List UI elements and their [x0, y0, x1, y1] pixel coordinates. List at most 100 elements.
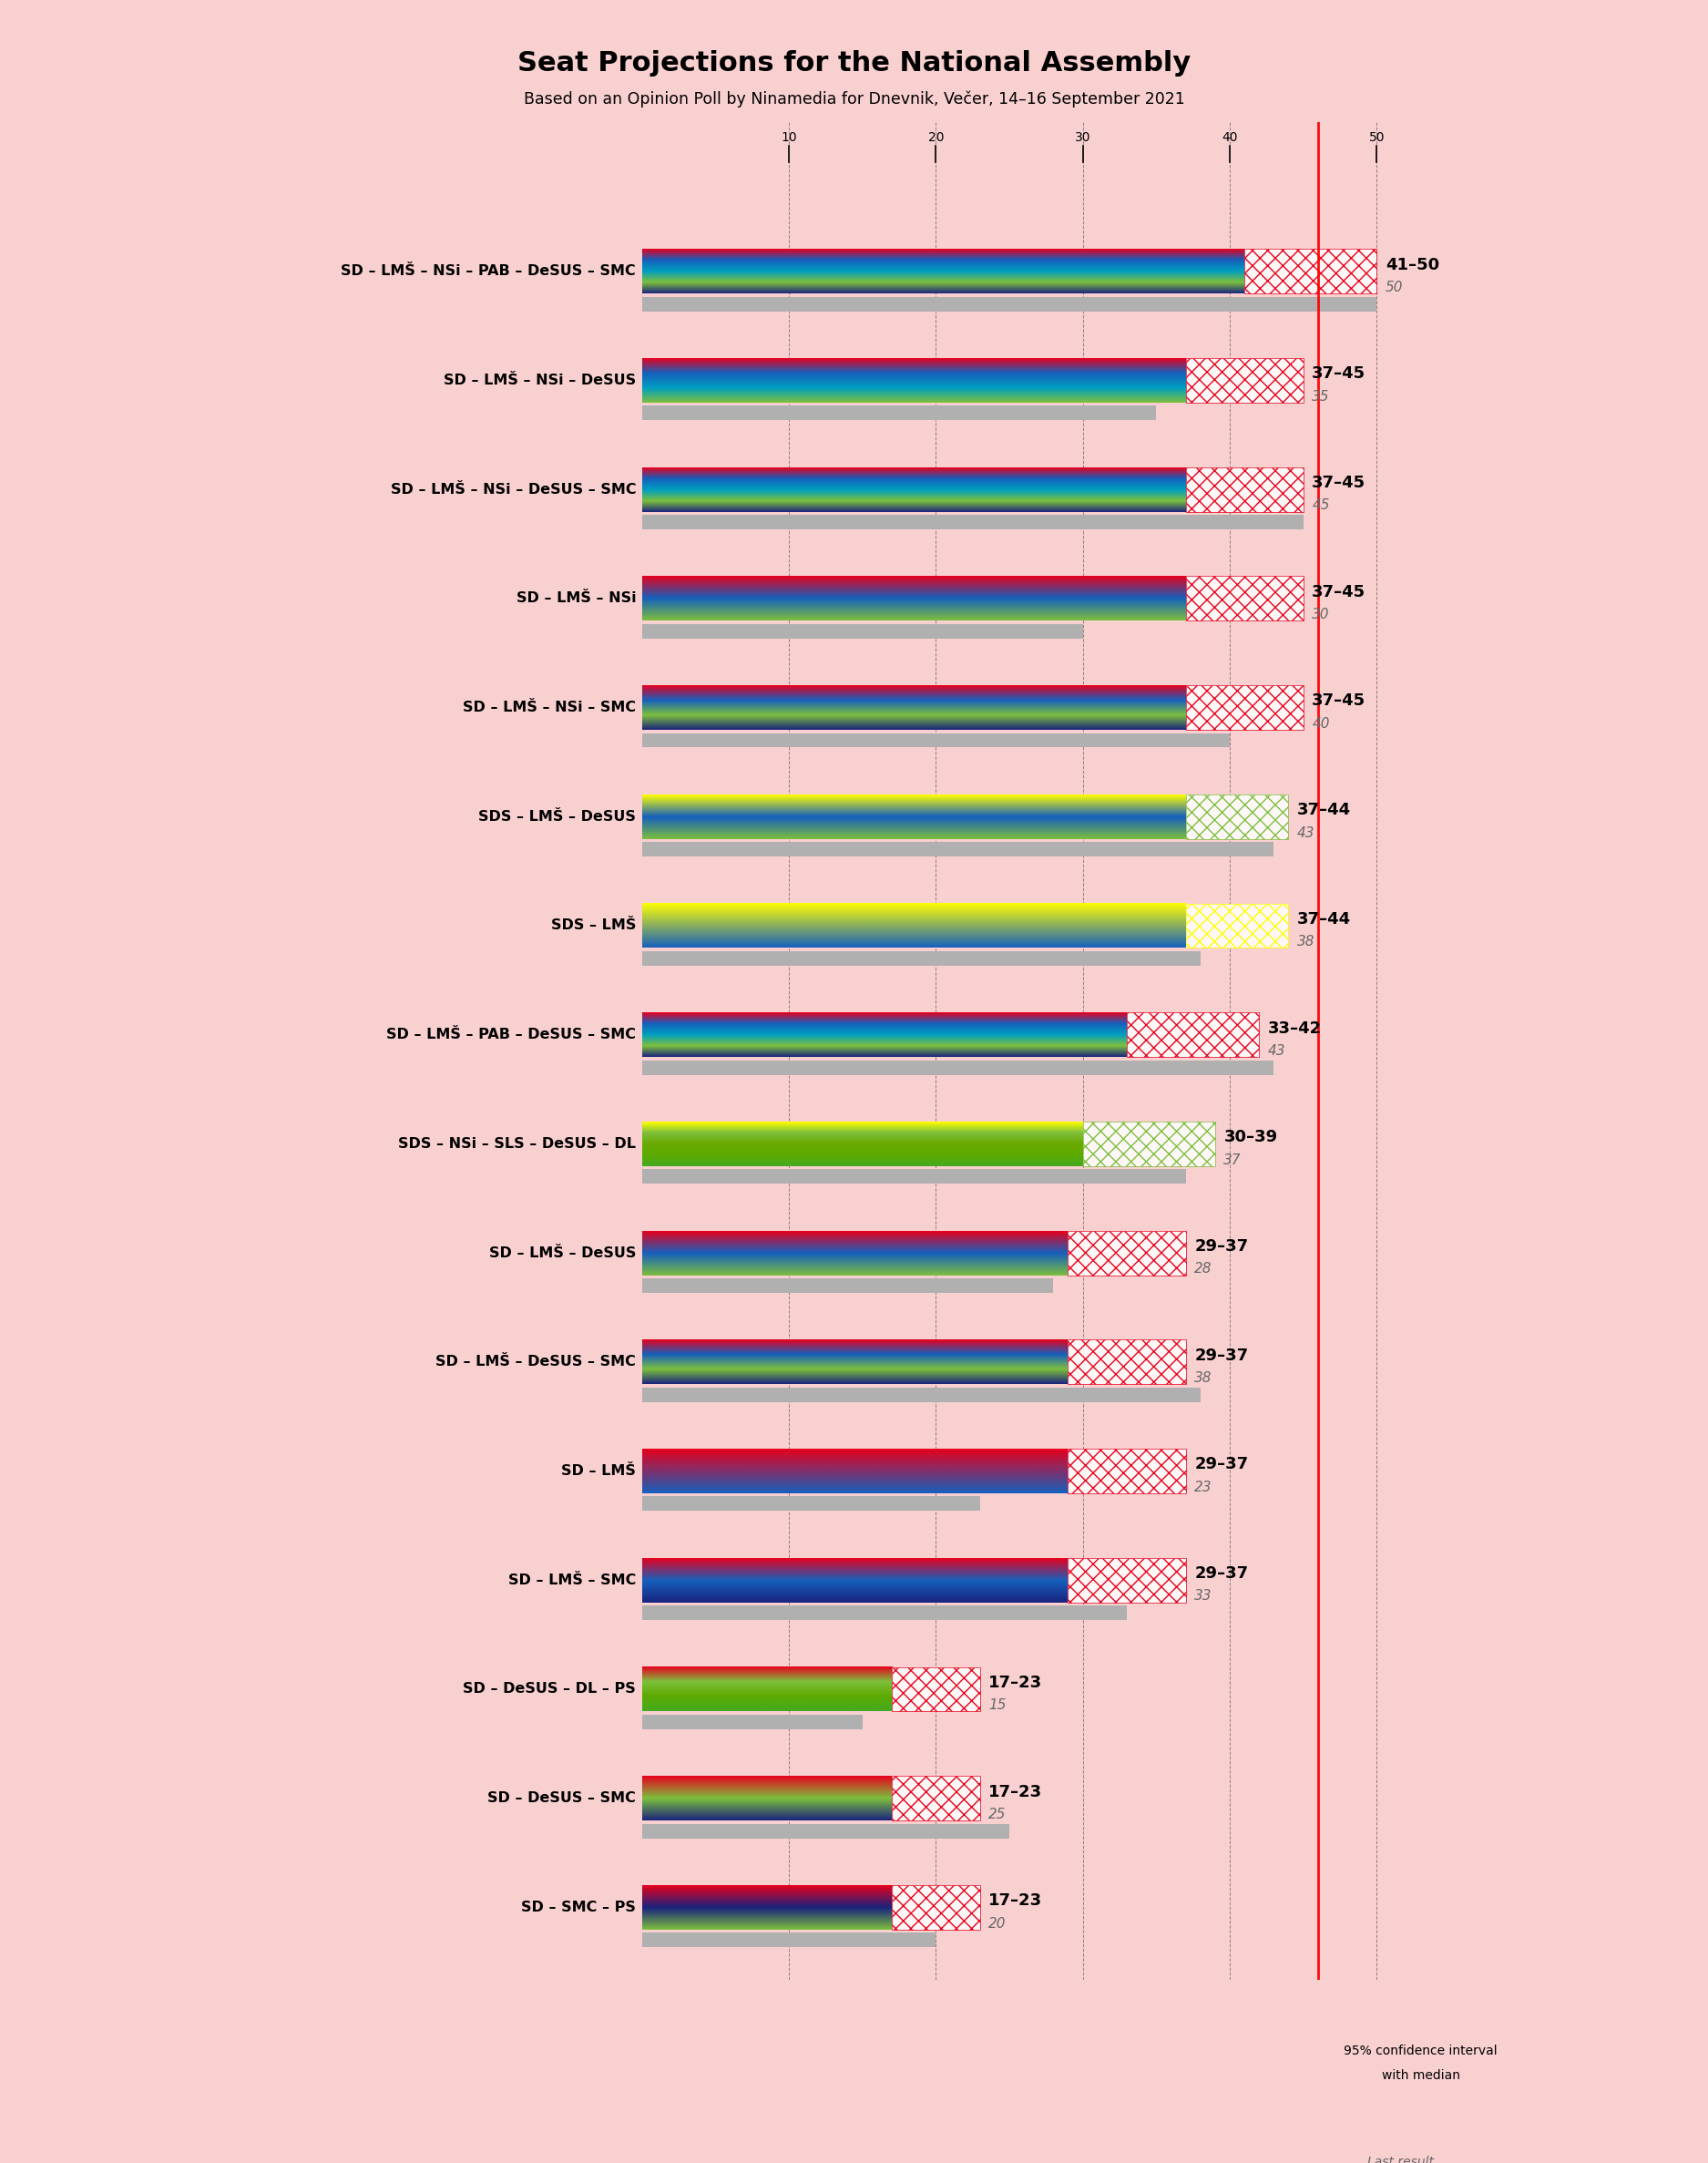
Text: SD – DeSUS – SMC: SD – DeSUS – SMC [488, 1791, 635, 1806]
Text: 37–44: 37–44 [1298, 802, 1351, 818]
Text: SD – LMŠ – PAB – DeSUS – SMC: SD – LMŠ – PAB – DeSUS – SMC [386, 1027, 635, 1043]
Text: 41–50: 41–50 [1385, 257, 1440, 273]
Text: 17–23: 17–23 [989, 1674, 1042, 1691]
Bar [642, 1386, 1201, 1402]
Bar [892, 1668, 980, 1711]
Text: 29–37: 29–37 [1194, 1237, 1249, 1255]
Text: SD – LMŠ – NSi: SD – LMŠ – NSi [516, 593, 635, 606]
Text: 30–39: 30–39 [1225, 1129, 1278, 1146]
Text: SDS – LMŠ: SDS – LMŠ [552, 919, 635, 932]
Text: 45: 45 [1312, 500, 1331, 513]
Bar [1185, 575, 1303, 621]
Text: Seat Projections for the National Assembly: Seat Projections for the National Assemb… [518, 50, 1190, 76]
Bar [1185, 904, 1288, 947]
Text: 38: 38 [1298, 934, 1315, 950]
Text: SD – SMC – PS: SD – SMC – PS [521, 1901, 635, 1914]
Bar [1068, 1557, 1185, 1603]
Bar [642, 407, 1156, 420]
Text: 43: 43 [1298, 826, 1315, 839]
Bar [1185, 794, 1288, 839]
Text: 17–23: 17–23 [989, 1893, 1042, 1910]
Bar [642, 296, 1377, 311]
Text: 37–45: 37–45 [1312, 692, 1366, 709]
Text: 38: 38 [1194, 1371, 1213, 1384]
Bar [892, 1668, 980, 1711]
Text: 10: 10 [781, 132, 798, 143]
Bar [1411, 2074, 1428, 2107]
Text: 20: 20 [927, 132, 945, 143]
Bar [892, 1776, 980, 1821]
Text: 29–37: 29–37 [1194, 1456, 1249, 1473]
Bar [1185, 467, 1303, 513]
Text: 35: 35 [1312, 389, 1331, 402]
Text: 37–45: 37–45 [1312, 584, 1366, 599]
Bar [642, 1060, 1274, 1075]
Bar [892, 1886, 980, 1929]
Bar [1245, 249, 1377, 294]
Text: 40: 40 [1312, 716, 1331, 731]
Bar [1245, 249, 1377, 294]
Bar [642, 1934, 936, 1947]
Text: 37: 37 [1225, 1153, 1242, 1166]
Bar [1127, 1012, 1259, 1058]
Text: SDS – LMŠ – DeSUS: SDS – LMŠ – DeSUS [478, 809, 635, 824]
Text: 15: 15 [989, 1698, 1006, 1713]
Bar [1068, 1449, 1185, 1492]
Text: 37–44: 37–44 [1298, 911, 1351, 928]
Text: SD – DeSUS – DL – PS: SD – DeSUS – DL – PS [463, 1683, 635, 1696]
Bar [642, 952, 1201, 965]
Text: SD – LMŠ – NSi – DeSUS – SMC: SD – LMŠ – NSi – DeSUS – SMC [391, 482, 635, 495]
Bar [642, 1823, 1009, 1839]
Bar [642, 623, 1083, 638]
Text: 29–37: 29–37 [1194, 1566, 1249, 1581]
Text: 50: 50 [1385, 281, 1404, 294]
Text: SDS – NSi – SLS – DeSUS – DL: SDS – NSi – SLS – DeSUS – DL [398, 1138, 635, 1151]
Text: 95% confidence interval: 95% confidence interval [1344, 2044, 1498, 2057]
Bar [642, 841, 1274, 857]
Bar [1185, 359, 1303, 402]
Bar [1383, 2074, 1411, 2107]
Text: SD – LMŠ – SMC: SD – LMŠ – SMC [509, 1573, 635, 1588]
Text: 37–45: 37–45 [1312, 366, 1366, 383]
Text: Last result: Last result [1368, 2154, 1435, 2163]
Text: 20: 20 [989, 1916, 1006, 1929]
Text: SD – LMŠ – DeSUS – SMC: SD – LMŠ – DeSUS – SMC [436, 1356, 635, 1369]
Bar [642, 1497, 980, 1512]
Bar [642, 515, 1303, 530]
Bar [1185, 467, 1303, 513]
Text: 23: 23 [1194, 1479, 1213, 1495]
Text: 25: 25 [989, 1808, 1006, 1821]
Bar [1068, 1231, 1185, 1276]
Text: 37–45: 37–45 [1312, 474, 1366, 491]
Text: 43: 43 [1267, 1045, 1286, 1058]
Bar [1185, 359, 1303, 402]
Text: 33–42: 33–42 [1267, 1021, 1322, 1036]
Text: SD – LMŠ: SD – LMŠ [562, 1464, 635, 1477]
Bar [1185, 904, 1288, 947]
Text: with median: with median [1382, 2070, 1460, 2081]
Text: SD – LMŠ – NSi – SMC: SD – LMŠ – NSi – SMC [463, 701, 635, 714]
Text: 30: 30 [1074, 132, 1091, 143]
Text: 17–23: 17–23 [989, 1784, 1042, 1800]
Text: 28: 28 [1194, 1263, 1213, 1276]
Text: 40: 40 [1221, 132, 1238, 143]
Bar [642, 1170, 1185, 1183]
Text: 29–37: 29–37 [1194, 1348, 1249, 1363]
Text: 33: 33 [1194, 1590, 1213, 1603]
Bar [1185, 686, 1303, 729]
Bar [1083, 1123, 1214, 1166]
Bar [642, 1605, 1127, 1620]
Bar [1185, 686, 1303, 729]
Bar [1083, 1123, 1214, 1166]
Bar [1068, 1449, 1185, 1492]
Bar [1383, 2122, 1418, 2139]
Bar [642, 1715, 863, 1728]
Text: SD – LMŠ – NSi – PAB – DeSUS – SMC: SD – LMŠ – NSi – PAB – DeSUS – SMC [342, 264, 635, 279]
Bar [642, 733, 1230, 748]
Bar [1068, 1339, 1185, 1384]
Bar [1127, 1012, 1259, 1058]
Text: 50: 50 [1368, 132, 1385, 143]
Text: SD – LMŠ – DeSUS: SD – LMŠ – DeSUS [488, 1246, 635, 1259]
Bar [1068, 1557, 1185, 1603]
Text: SD – LMŠ – NSi – DeSUS: SD – LMŠ – NSi – DeSUS [444, 374, 635, 387]
